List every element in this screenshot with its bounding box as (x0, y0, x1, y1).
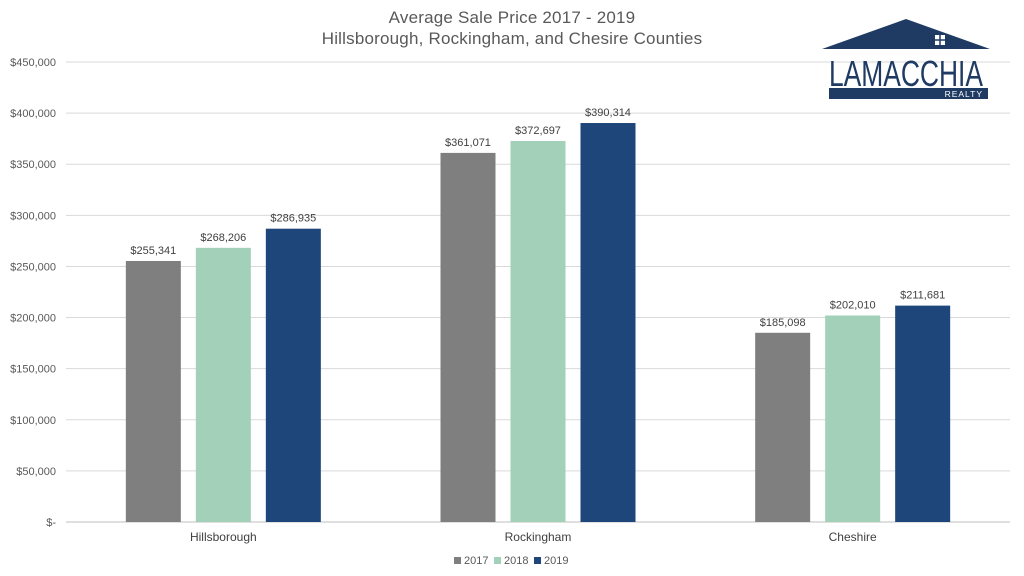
data-label: $286,935 (270, 213, 316, 225)
data-label: $390,314 (585, 107, 631, 119)
legend: 2017 2018 2019 (454, 555, 568, 567)
y-tick-label: $250,000 (10, 261, 56, 273)
legend-label-2017: 2017 (464, 555, 488, 567)
bars (125, 123, 951, 522)
logo-roof-shape (822, 19, 990, 49)
logo-tagline: REALTY (945, 89, 983, 99)
chart-title: Average Sale Price 2017 - 2019 (388, 8, 636, 27)
data-label: $361,071 (445, 137, 491, 149)
data-label: $211,681 (900, 290, 945, 302)
bar-2019-cheshire (895, 305, 951, 522)
data-labels: $255,341 $268,206 $286,935 $361,071 $372,697… (130, 107, 945, 329)
logo-wordmark: LAMACCHIA (829, 53, 983, 94)
y-axis-tick-labels: $- $50,000 $100,000 $150,000 $200,000 $250,00… (10, 57, 56, 529)
y-tick-label: $50,000 (16, 466, 56, 478)
company-logo: LAMACCHIA REALTY (822, 19, 990, 99)
x-axis-tick-labels: Hillsborough Rockingham Cheshire (190, 530, 877, 544)
bar-2018-rockingham (510, 141, 566, 522)
y-tick-label: $300,000 (10, 210, 56, 222)
legend-swatch-2018 (494, 557, 501, 564)
legend-swatch-2017 (454, 557, 461, 564)
data-label: $372,697 (515, 125, 561, 137)
y-tick-label: $150,000 (10, 364, 56, 376)
bar-2017-hillsborough (125, 260, 181, 522)
y-tick-label: $450,000 (10, 57, 56, 69)
x-tick-label: Rockingham (505, 530, 572, 544)
bar-2018-cheshire (825, 315, 881, 522)
y-tick-label: $400,000 (10, 108, 56, 120)
y-tick-label: $200,000 (10, 313, 56, 325)
legend-swatch-2019 (534, 557, 541, 564)
bar-2017-cheshire (755, 332, 811, 522)
y-tick-label: $100,000 (10, 415, 56, 427)
data-label: $255,341 (130, 245, 176, 257)
legend-label-2019: 2019 (544, 555, 568, 567)
y-tick-label: $- (46, 517, 56, 529)
legend-label-2018: 2018 (504, 555, 528, 567)
chart-subtitle: Hillsborough, Rockingham, and Chesire Co… (321, 29, 703, 48)
data-label: $268,206 (200, 232, 246, 244)
logo-tagline-band (829, 88, 988, 99)
bar-2019-hillsborough (265, 228, 321, 522)
y-tick-label: $350,000 (10, 159, 56, 171)
data-label: $185,098 (760, 317, 806, 329)
x-tick-label: Cheshire (829, 530, 877, 544)
x-tick-label: Hillsborough (190, 530, 257, 544)
bar-2019-rockingham (580, 123, 636, 522)
bar-2018-hillsborough (195, 247, 251, 522)
bar-2017-rockingham (440, 152, 496, 522)
data-label: $202,010 (830, 300, 876, 312)
